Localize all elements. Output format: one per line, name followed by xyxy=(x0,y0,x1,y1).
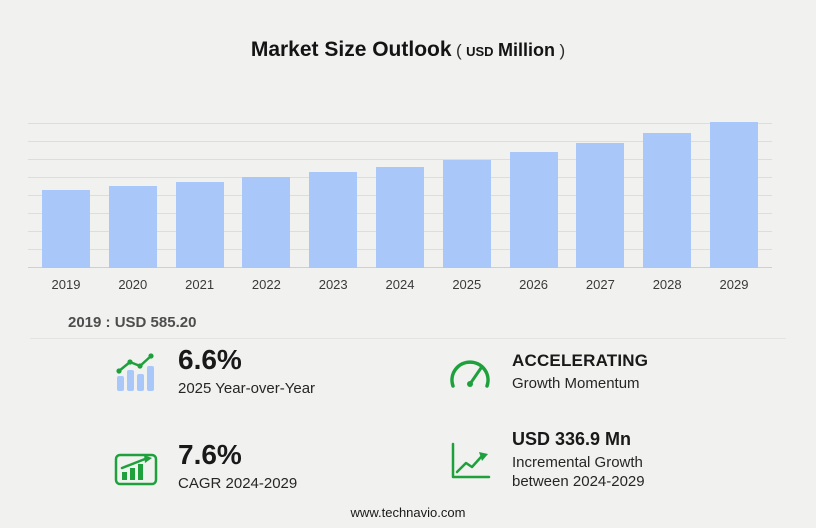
incremental-label-line1: Incremental Growth xyxy=(512,453,643,471)
x-tick-label: 2028 xyxy=(652,277,682,292)
gridline xyxy=(28,159,772,160)
unit-label: Million xyxy=(498,40,556,60)
stat-momentum: ACCELERATING Growth Momentum xyxy=(444,351,649,393)
chart-title-text: Market Size Outlook xyxy=(250,38,452,61)
currency-label: USD xyxy=(466,44,494,59)
stat-incremental: USD 336.9 Mn Incremental Growth between … xyxy=(444,429,645,492)
x-tick-label: 2019 xyxy=(51,277,81,292)
open-paren: ( xyxy=(456,41,462,60)
momentum-label: Growth Momentum xyxy=(512,374,640,392)
x-tick-label: 2020 xyxy=(118,277,148,292)
base-year-value: 2019 : USD 585.20 xyxy=(68,314,197,331)
x-tick-label: 2023 xyxy=(318,277,348,292)
yoy-value: 6.6% xyxy=(178,344,242,375)
x-tick-label: 2025 xyxy=(452,277,482,292)
bar-2029 xyxy=(709,122,758,268)
bar-2027 xyxy=(576,143,625,268)
chart-title: Market Size Outlook ( USD Million ) xyxy=(0,38,816,62)
cagr-chart-icon xyxy=(110,446,162,488)
incremental-value: USD 336.9 Mn xyxy=(512,429,632,449)
x-axis-labels: 2019 2020 2021 2022 2023 2024 2025 2026 2027 2028… xyxy=(42,277,758,292)
yoy-bar-chart-icon xyxy=(110,350,162,394)
x-tick-label: 2029 xyxy=(719,277,749,292)
speedometer-icon xyxy=(444,353,496,393)
bar-2020 xyxy=(108,186,157,268)
bar-2023 xyxy=(309,172,358,268)
stat-cagr: 7.6% CAGR 2024-2029 xyxy=(110,439,298,493)
bar-2028 xyxy=(643,133,692,268)
x-tick-label: 2021 xyxy=(185,277,215,292)
cagr-value: 7.6% xyxy=(178,439,242,470)
plot-area xyxy=(28,118,772,268)
stats-divider xyxy=(30,338,786,339)
stat-yoy: 6.6% 2025 Year-over-Year xyxy=(110,344,316,398)
incremental-label-line2: between 2024-2029 xyxy=(512,473,645,491)
momentum-value: ACCELERATING xyxy=(512,351,649,370)
x-tick-label: 2027 xyxy=(585,277,615,292)
bar-2022 xyxy=(242,177,291,268)
x-tick-label: 2024 xyxy=(385,277,415,292)
bar-2026 xyxy=(509,152,558,268)
bar-2021 xyxy=(175,182,224,268)
website-link[interactable]: www.technavio.com xyxy=(350,505,466,520)
bar-series xyxy=(42,118,758,268)
cagr-label: CAGR 2024-2029 xyxy=(178,474,298,492)
bar-2019 xyxy=(42,190,90,268)
growth-axes-icon xyxy=(444,439,496,483)
yoy-label: 2025 Year-over-Year xyxy=(178,379,316,397)
gridline xyxy=(28,141,772,142)
bar-2024 xyxy=(375,167,424,268)
x-tick-label: 2026 xyxy=(519,277,549,292)
x-tick-label: 2022 xyxy=(251,277,281,292)
close-paren: ) xyxy=(559,41,566,60)
gridline xyxy=(28,123,772,124)
bar-2025 xyxy=(442,160,491,268)
bar-chart: 2019 2020 2021 2022 2023 2024 2025 2026 2027 2028… xyxy=(28,118,772,292)
